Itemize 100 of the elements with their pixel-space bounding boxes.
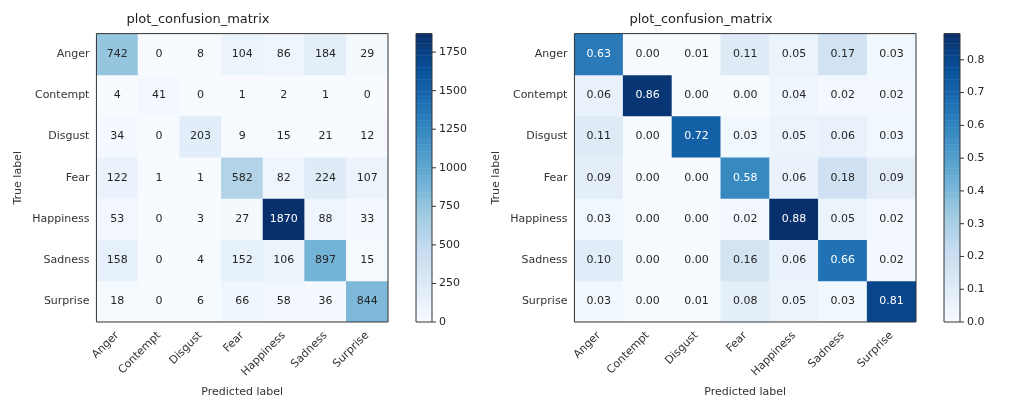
data-label: 0.00 (635, 47, 660, 61)
data-label: 742 (106, 47, 128, 61)
data-label: 0.02 (879, 211, 904, 225)
data-label: 0.02 (879, 253, 904, 267)
y-tick-label: Contempt (34, 88, 91, 102)
data-label: 844 (356, 294, 378, 308)
data-label: 9 (238, 129, 246, 143)
data-label: 0.88 (781, 211, 807, 225)
data-label: 2 (280, 88, 288, 102)
data-label: 106 (273, 253, 295, 267)
data-label: 12 (360, 129, 375, 143)
data-label: 0.00 (635, 294, 660, 308)
y-tick-label: Anger (56, 47, 90, 61)
data-label: 0.05 (781, 47, 807, 61)
data-label: 1 (322, 88, 330, 102)
data-label: 0.02 (732, 211, 758, 225)
data-label: 0.00 (684, 253, 709, 267)
data-label: 0.01 (684, 294, 709, 308)
data-label: 6 (197, 294, 205, 308)
data-label: 34 (110, 129, 125, 143)
data-label: 29 (360, 47, 375, 61)
y-tick-label: Contempt (512, 88, 569, 102)
color-bar-label: 0.3 (967, 216, 985, 230)
data-label: 0.18 (830, 170, 856, 184)
data-label: 0.00 (635, 253, 660, 267)
data-label: 0.04 (781, 88, 807, 102)
data-label: 0.58 (732, 170, 758, 184)
data-label: 0.16 (732, 253, 758, 267)
data-label: 4 (113, 88, 121, 102)
data-label: 1 (155, 170, 163, 184)
data-label: 0.03 (879, 47, 904, 61)
data-label: 0.06 (830, 129, 856, 143)
data-label: 15 (360, 253, 375, 267)
data-label: 0.63 (586, 47, 612, 61)
y-tick-label: Surprise (521, 294, 568, 308)
data-label: 0 (155, 253, 163, 267)
data-label: 0.02 (879, 88, 904, 102)
data-label: 582 (231, 170, 253, 184)
data-label: 58 (276, 294, 291, 308)
data-label: 0.06 (781, 253, 807, 267)
data-label: 8 (197, 47, 205, 61)
color-bar-label: 1000 (439, 160, 467, 174)
y-tick-label: Disgust (526, 129, 569, 143)
data-label: 3 (197, 211, 205, 225)
y-tick-label: Fear (65, 170, 90, 184)
data-label: 0.05 (781, 129, 807, 143)
data-label: 4 (197, 253, 205, 267)
data-label: 21 (318, 129, 333, 143)
chart-title: plot_confusion_matrix (629, 11, 773, 27)
x-axis-title: Predicted label (201, 385, 284, 399)
color-bar-label: 0.2 (967, 249, 985, 263)
data-label: 0.03 (732, 129, 758, 143)
color-bar-label: 1250 (439, 122, 467, 136)
y-tick-label: Fear (543, 170, 568, 184)
data-label: 27 (235, 211, 250, 225)
data-label: 0.00 (684, 170, 709, 184)
y-axis-title: True label (11, 151, 25, 206)
data-label: 0 (197, 88, 205, 102)
data-label: 0.00 (635, 211, 660, 225)
data-label: 0 (155, 129, 163, 143)
data-label: 122 (106, 170, 128, 184)
color-bar-label: 0.8 (967, 52, 985, 66)
data-label: 18 (110, 294, 125, 308)
data-label: 0.00 (635, 170, 660, 184)
data-label: 0.11 (732, 47, 758, 61)
color-bar-label: 0 (439, 314, 446, 328)
data-label: 0 (155, 294, 163, 308)
color-bar-label: 0.5 (967, 150, 985, 164)
data-label: 0 (363, 88, 371, 102)
color-bar-label: 250 (439, 276, 460, 290)
data-label: 0.03 (830, 294, 856, 308)
data-label: 1 (197, 170, 205, 184)
data-label: 0.06 (781, 170, 807, 184)
color-bar-label: 750 (439, 199, 460, 213)
y-tick-label: Surprise (43, 294, 90, 308)
data-label: 82 (276, 170, 291, 184)
data-label: 0.10 (586, 253, 612, 267)
data-label: 0.05 (781, 294, 807, 308)
data-label: 0.86 (635, 88, 660, 102)
data-label: 0 (155, 47, 163, 61)
data-label: 0.06 (586, 88, 612, 102)
color-bar-label: 0.1 (967, 282, 985, 296)
y-tick-label: Sadness (43, 253, 90, 267)
data-label: 0.72 (684, 129, 709, 143)
data-label: 1870 (269, 211, 298, 225)
data-label: 36 (318, 294, 333, 308)
color-bar-label: 0.7 (967, 85, 985, 99)
data-label: 0.08 (732, 294, 758, 308)
color-bar-label: 0.0 (967, 314, 985, 328)
data-label: 104 (231, 47, 253, 61)
data-label: 0.00 (732, 88, 758, 102)
data-label: 0.00 (684, 88, 709, 102)
color-bar-label: 0.6 (967, 118, 985, 132)
data-label: 203 (190, 129, 212, 143)
y-tick-label: Happiness (32, 211, 90, 225)
data-label: 86 (276, 47, 291, 61)
y-tick-label: Sadness (521, 253, 568, 267)
chart-title: plot_confusion_matrix (126, 11, 270, 27)
data-label: 0.02 (830, 88, 856, 102)
data-label: 53 (110, 211, 125, 225)
